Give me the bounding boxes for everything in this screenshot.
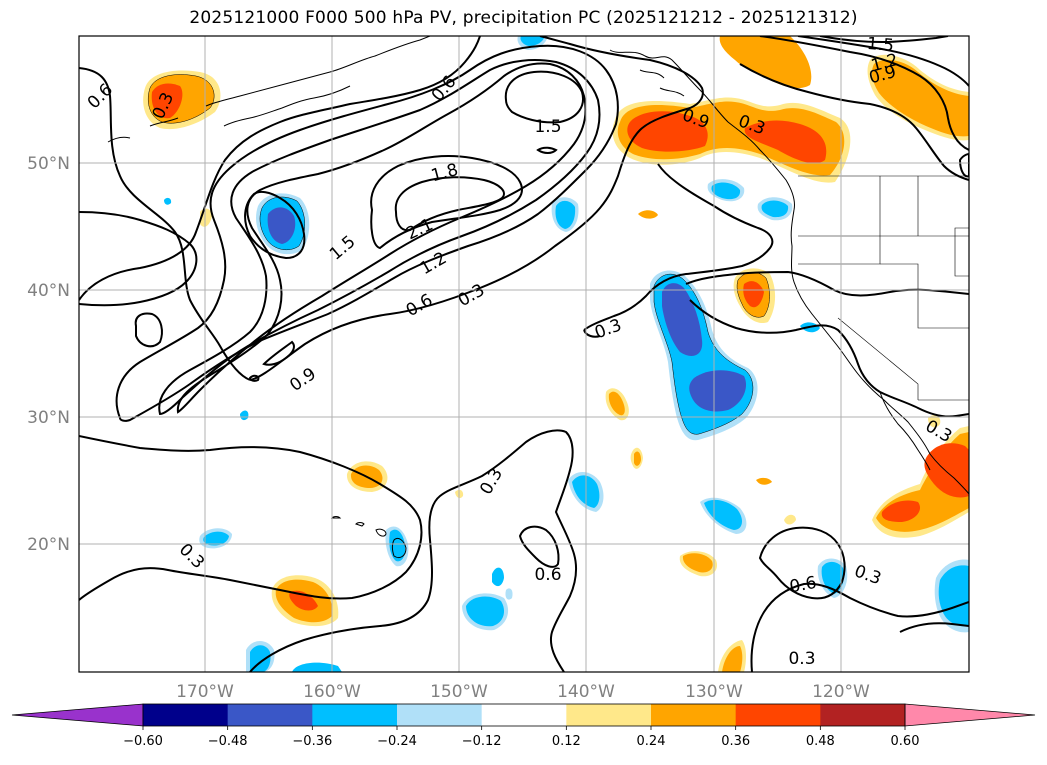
- lat-label-30n: 30°N: [27, 408, 70, 428]
- map-content: [79, 36, 969, 672]
- precip-blob-negative: [462, 593, 509, 631]
- precip-blob-positive: [718, 640, 746, 672]
- precip-shading: [143, 36, 969, 672]
- colorbar-tick-label: 0.24: [637, 734, 666, 749]
- colorbar-tick-label: 0.12: [552, 734, 581, 749]
- precip-blob-negative: [199, 528, 232, 549]
- precip-blob-negative: [551, 197, 579, 232]
- precip-blob-positive: [143, 70, 221, 130]
- longitude-labels: 170°W 160°W 150°W 140°W 130°W 120°W: [176, 682, 870, 702]
- lat-label-50n: 50°N: [27, 154, 70, 174]
- colorbar-extend-max: [904, 703, 1036, 727]
- precip-blob-positive: [271, 575, 339, 627]
- colorbar-segment: [397, 704, 483, 726]
- contour-label: 1.5: [866, 34, 895, 56]
- colorbar-tick-label: −0.12: [462, 734, 502, 749]
- lon-label-150w: 150°W: [430, 682, 488, 702]
- precip-blob-positive: [784, 514, 796, 525]
- colorbar-segment: [566, 704, 652, 726]
- colorbar-tick-label: 0.60: [891, 734, 920, 749]
- precip-blob-positive: [612, 36, 969, 183]
- map-frame: [78, 35, 970, 673]
- political-borders: [798, 175, 969, 401]
- lat-label-40n: 40°N: [27, 281, 70, 301]
- contour-label: 0.6: [534, 565, 561, 585]
- contour-label: 1.5: [534, 117, 561, 137]
- precip-blob-positive: [638, 210, 658, 219]
- precip-blob-negative: [240, 410, 249, 421]
- precip-blob-negative: [817, 558, 848, 598]
- colorbar-segment: [651, 704, 737, 726]
- precip-blob-positive: [733, 268, 776, 324]
- lon-label-170w: 170°W: [176, 682, 234, 702]
- colorbar-segment: [820, 704, 906, 726]
- lon-label-120w: 120°W: [812, 682, 870, 702]
- colorbar-segment: [735, 704, 821, 726]
- colorbar-tick-label: −0.24: [377, 734, 417, 749]
- colorbar-segment: [143, 704, 229, 726]
- precip-blob-negative: [934, 559, 969, 633]
- precip-blob-positive: [872, 426, 969, 538]
- colorbar-tick-label: −0.48: [208, 734, 248, 749]
- precip-blob-positive: [605, 388, 629, 421]
- precip-blob-positive: [928, 415, 941, 428]
- precip-blob-negative: [757, 197, 793, 221]
- map-title: 2025121000 F000 500 hPa PV, precipitatio…: [189, 8, 858, 28]
- lon-label-130w: 130°W: [685, 682, 743, 702]
- graticule: [79, 36, 969, 672]
- precip-blob-negative: [517, 36, 548, 50]
- precip-blob-negative: [492, 567, 504, 587]
- pv-contours: [79, 36, 969, 672]
- contour-label: 0.3: [788, 649, 815, 669]
- colorbar-outline: [142, 703, 906, 727]
- colorbar-tick-label: 0.36: [721, 734, 750, 749]
- precip-blob-negative: [505, 588, 513, 600]
- shading-outlines: [147, 74, 770, 435]
- lat-label-20n: 20°N: [27, 535, 70, 555]
- precip-blob-negative: [707, 179, 745, 202]
- colorbar-tick-label: 0.48: [806, 734, 835, 749]
- colorbar-extend-min: [11, 703, 144, 727]
- precip-blob-negative: [292, 662, 342, 672]
- colorbar: −0.60 −0.48 −0.36 −0.24 −0.12 0.12 0.24 0.36 0.4…: [11, 703, 1036, 749]
- colorbar-tick-label: −0.60: [123, 734, 163, 749]
- precip-blob-negative: [246, 641, 275, 672]
- precip-blob-positive: [756, 477, 772, 485]
- latitude-labels: 50°N 40°N 30°N 20°N: [27, 154, 70, 555]
- colorbar-segment: [481, 704, 567, 726]
- precip-blob-positive: [630, 447, 643, 469]
- contour-label: 0.6: [788, 573, 818, 597]
- precip-blob-negative: [256, 193, 310, 255]
- colorbar-segment: [227, 704, 313, 726]
- precip-blob-positive: [679, 551, 718, 577]
- lon-label-160w: 160°W: [303, 682, 361, 702]
- lon-label-140w: 140°W: [557, 682, 615, 702]
- precip-blob-negative: [164, 197, 172, 205]
- colorbar-segment: [312, 704, 398, 726]
- colorbar-tick-label: −0.36: [292, 734, 332, 749]
